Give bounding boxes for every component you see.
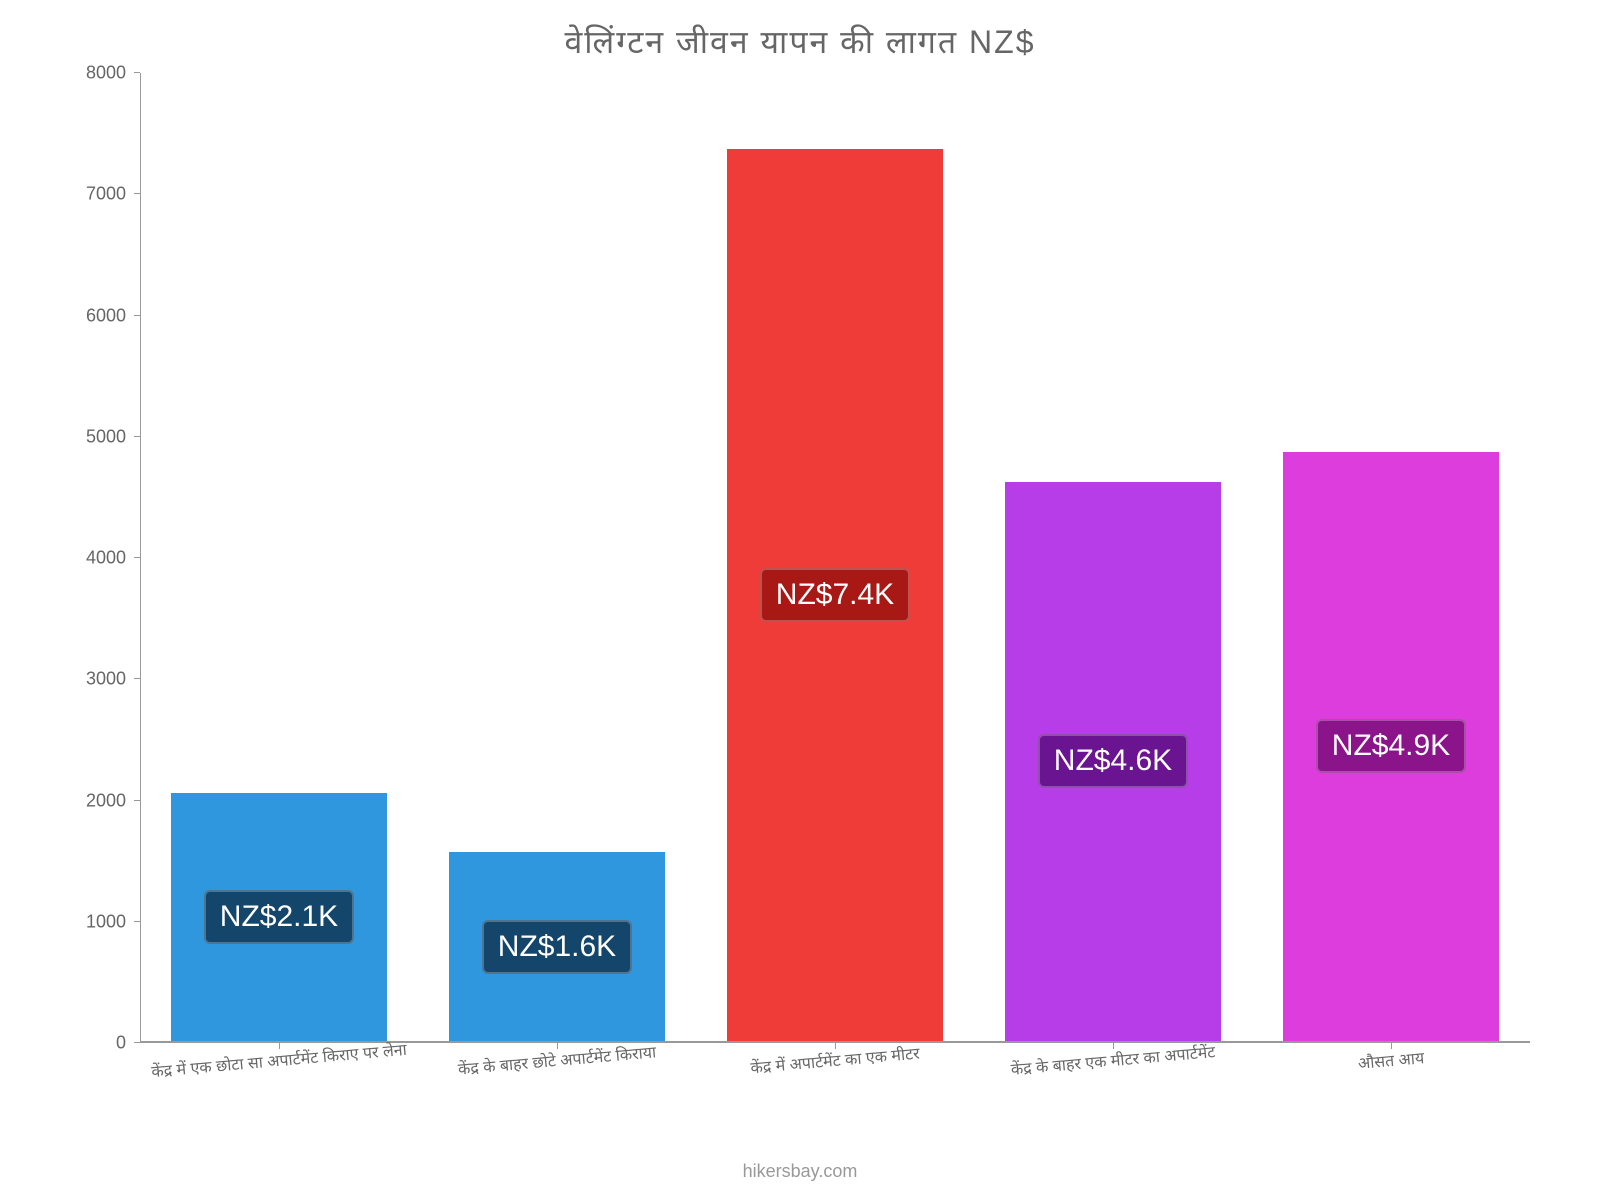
bar-slot: NZ$2.1K <box>140 73 418 1041</box>
y-tick-mark <box>134 1042 140 1043</box>
plot-area: 010002000300040005000600070008000 NZ$2.1… <box>140 73 1530 1043</box>
bar: NZ$7.4K <box>727 149 944 1041</box>
bar-value-label: NZ$4.6K <box>1038 734 1188 788</box>
y-tick-label: 2000 <box>46 790 126 811</box>
y-tick-mark <box>134 436 140 437</box>
bar-slot: NZ$1.6K <box>418 73 696 1041</box>
y-tick-label: 0 <box>46 1033 126 1054</box>
bar-value-label: NZ$2.1K <box>204 890 354 944</box>
bar-slot: NZ$4.9K <box>1252 73 1530 1041</box>
bar: NZ$4.9K <box>1283 452 1500 1041</box>
y-tick-mark <box>134 557 140 558</box>
y-tick-mark <box>134 193 140 194</box>
y-tick-label: 6000 <box>46 305 126 326</box>
bars-container: NZ$2.1K NZ$1.6K NZ$7.4K NZ$4.6K NZ$4.9K <box>140 73 1530 1041</box>
attribution-text: hikersbay.com <box>0 1161 1600 1182</box>
bar-value-label: NZ$7.4K <box>760 568 910 622</box>
x-axis-labels: केंद्र में एक छोटा सा अपार्टमेंट किराए प… <box>140 1049 1530 1071</box>
y-tick-label: 8000 <box>46 63 126 84</box>
bar: NZ$1.6K <box>449 852 666 1041</box>
y-tick-label: 7000 <box>46 184 126 205</box>
y-tick-mark <box>134 921 140 922</box>
y-tick-label: 5000 <box>46 426 126 447</box>
bar-value-label: NZ$4.9K <box>1316 719 1466 773</box>
chart-title: वेलिंग्टन जीवन यापन की लागत NZ$ <box>50 20 1550 63</box>
bar-slot: NZ$7.4K <box>696 73 974 1041</box>
y-tick-label: 4000 <box>46 548 126 569</box>
bar-value-label: NZ$1.6K <box>482 920 632 974</box>
bar: NZ$4.6K <box>1005 482 1222 1041</box>
bar-slot: NZ$4.6K <box>974 73 1252 1041</box>
y-tick-label: 1000 <box>46 911 126 932</box>
y-tick-mark <box>134 72 140 73</box>
cost-of-living-chart: वेलिंग्टन जीवन यापन की लागत NZ$ 01000200… <box>50 20 1550 1120</box>
y-tick-mark <box>134 315 140 316</box>
y-tick-mark <box>134 678 140 679</box>
y-tick-label: 3000 <box>46 669 126 690</box>
y-tick-mark <box>134 800 140 801</box>
y-axis: 010002000300040005000600070008000 <box>130 73 140 1043</box>
bar: NZ$2.1K <box>171 793 388 1041</box>
